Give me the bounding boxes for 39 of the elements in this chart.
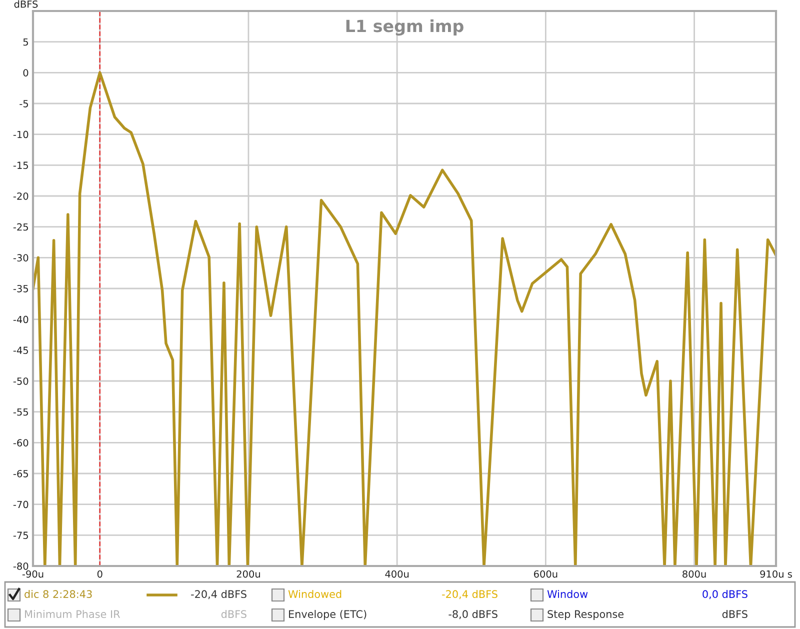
text: -20,4 dBFS xyxy=(442,590,498,600)
text: 0,0 dBFS xyxy=(702,590,748,600)
y-tick-label: 0 xyxy=(23,69,28,76)
y-tick-label: -45 xyxy=(13,346,28,354)
text: dBFS xyxy=(221,610,246,618)
chart-title: L1 segm imp xyxy=(346,19,464,36)
y-tick-label: 5 xyxy=(23,38,28,46)
y-tick-label: -20 xyxy=(13,192,28,200)
y-tick-label: -15 xyxy=(13,162,28,169)
text: Envelope (ETC) xyxy=(289,610,366,620)
y-tick-label: -80 xyxy=(13,562,28,570)
y-tick-label: -50 xyxy=(13,377,28,385)
y-tick-label: -70 xyxy=(13,500,28,508)
y-tick-label: -55 xyxy=(13,408,28,416)
y-axis-title: dBFS xyxy=(14,0,38,8)
text: Step Response xyxy=(548,610,624,620)
x-tick-label: 910u s xyxy=(760,570,792,578)
text: -20,4 dBFS xyxy=(191,590,246,600)
y-tick-label: -60 xyxy=(13,439,28,446)
x-tick-label: 200u xyxy=(236,570,260,578)
y-tick-label: -65 xyxy=(13,470,28,478)
text: -8,0 dBFS xyxy=(448,610,498,620)
x-tick-label: 0 xyxy=(97,570,102,578)
text: dic 8 2:28:43 xyxy=(24,590,92,598)
x-tick-label: -90u xyxy=(22,570,44,578)
x-tick-label: 600u xyxy=(534,570,558,578)
y-tick-label: -75 xyxy=(13,532,28,539)
x-tick-label: 400u xyxy=(385,570,409,578)
x-tick-label: 800u xyxy=(682,570,706,578)
text: Windowed xyxy=(288,590,342,598)
y-tick-label: -40 xyxy=(13,316,28,324)
text: Window xyxy=(547,590,588,598)
text: Minimum Phase IR xyxy=(25,610,120,618)
y-tick-label: -30 xyxy=(13,254,28,262)
text: dBFS xyxy=(722,610,748,618)
y-tick-label: -10 xyxy=(13,130,28,138)
y-tick-label: -35 xyxy=(13,284,28,292)
y-tick-label: -25 xyxy=(13,223,28,231)
y-tick-label: -5 xyxy=(20,100,28,108)
